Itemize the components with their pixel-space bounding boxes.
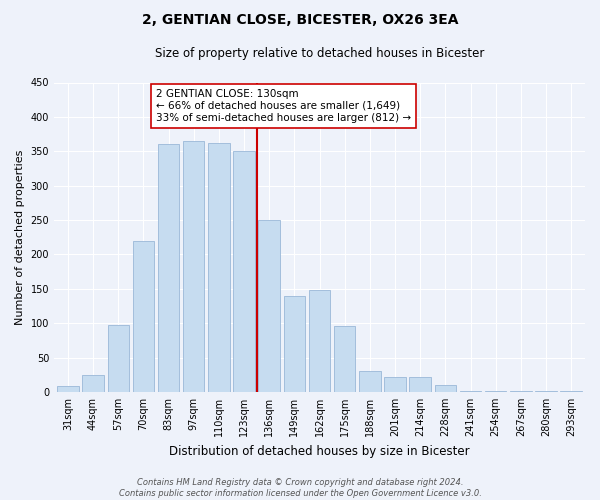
Bar [510, 391, 532, 392]
Bar [233, 152, 255, 392]
Bar [434, 385, 456, 392]
Bar [183, 141, 205, 392]
Y-axis label: Number of detached properties: Number of detached properties [15, 150, 25, 325]
Bar [535, 391, 557, 392]
Title: Size of property relative to detached houses in Bicester: Size of property relative to detached ho… [155, 48, 484, 60]
Text: 2 GENTIAN CLOSE: 130sqm
← 66% of detached houses are smaller (1,649)
33% of semi: 2 GENTIAN CLOSE: 130sqm ← 66% of detache… [156, 90, 411, 122]
X-axis label: Distribution of detached houses by size in Bicester: Distribution of detached houses by size … [169, 444, 470, 458]
Bar [560, 391, 582, 392]
Bar [133, 240, 154, 392]
Bar [409, 377, 431, 392]
Bar [82, 374, 104, 392]
Text: Contains HM Land Registry data © Crown copyright and database right 2024.
Contai: Contains HM Land Registry data © Crown c… [119, 478, 481, 498]
Bar [359, 372, 380, 392]
Bar [107, 324, 129, 392]
Bar [57, 386, 79, 392]
Text: 2, GENTIAN CLOSE, BICESTER, OX26 3EA: 2, GENTIAN CLOSE, BICESTER, OX26 3EA [142, 12, 458, 26]
Bar [385, 377, 406, 392]
Bar [208, 143, 230, 392]
Bar [284, 296, 305, 392]
Bar [485, 390, 506, 392]
Bar [158, 144, 179, 392]
Bar [334, 326, 355, 392]
Bar [309, 290, 330, 392]
Bar [460, 390, 481, 392]
Bar [259, 220, 280, 392]
